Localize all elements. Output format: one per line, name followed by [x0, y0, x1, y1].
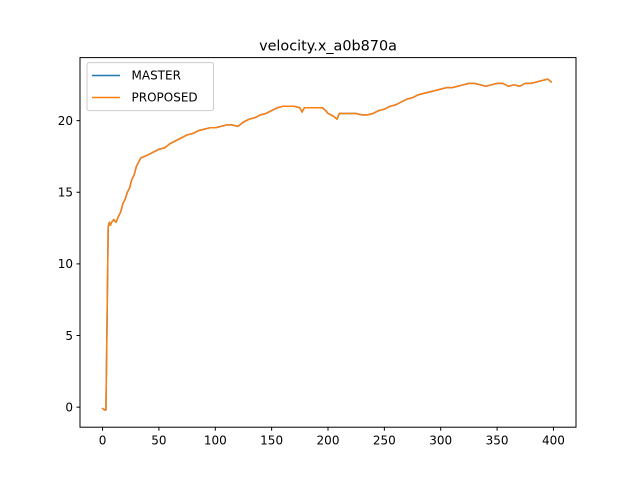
x-tick-label: 0 — [99, 434, 107, 448]
legend: MASTER PROPOSED — [86, 62, 214, 112]
y-tick-label: 5 — [65, 329, 73, 343]
x-tick-label: 150 — [260, 434, 283, 448]
x-tick-label: 250 — [373, 434, 396, 448]
series-line-proposed — [101, 78, 553, 411]
legend-label-master: MASTER — [132, 69, 181, 83]
x-tick-label: 400 — [542, 434, 565, 448]
x-tick-label: 200 — [317, 434, 340, 448]
x-tick-label: 100 — [204, 434, 227, 448]
plot-area-frame — [79, 57, 577, 428]
y-tick-label: 15 — [58, 186, 73, 200]
legend-frame — [86, 62, 214, 112]
x-tick-label: 300 — [429, 434, 452, 448]
y-tick-label: 20 — [58, 114, 73, 128]
y-tick-label: 0 — [65, 400, 73, 414]
series-layer — [101, 78, 553, 411]
legend-label-proposed: PROPOSED — [132, 91, 198, 105]
x-tick-label: 50 — [151, 434, 166, 448]
ticks-layer: 0 50 100 150 200 250 300 350 400 0 5 10 15 20 — [58, 114, 565, 448]
y-tick-label: 10 — [58, 257, 73, 271]
chart-title: velocity.x_a0b870a — [259, 39, 397, 55]
x-tick-label: 350 — [486, 434, 509, 448]
